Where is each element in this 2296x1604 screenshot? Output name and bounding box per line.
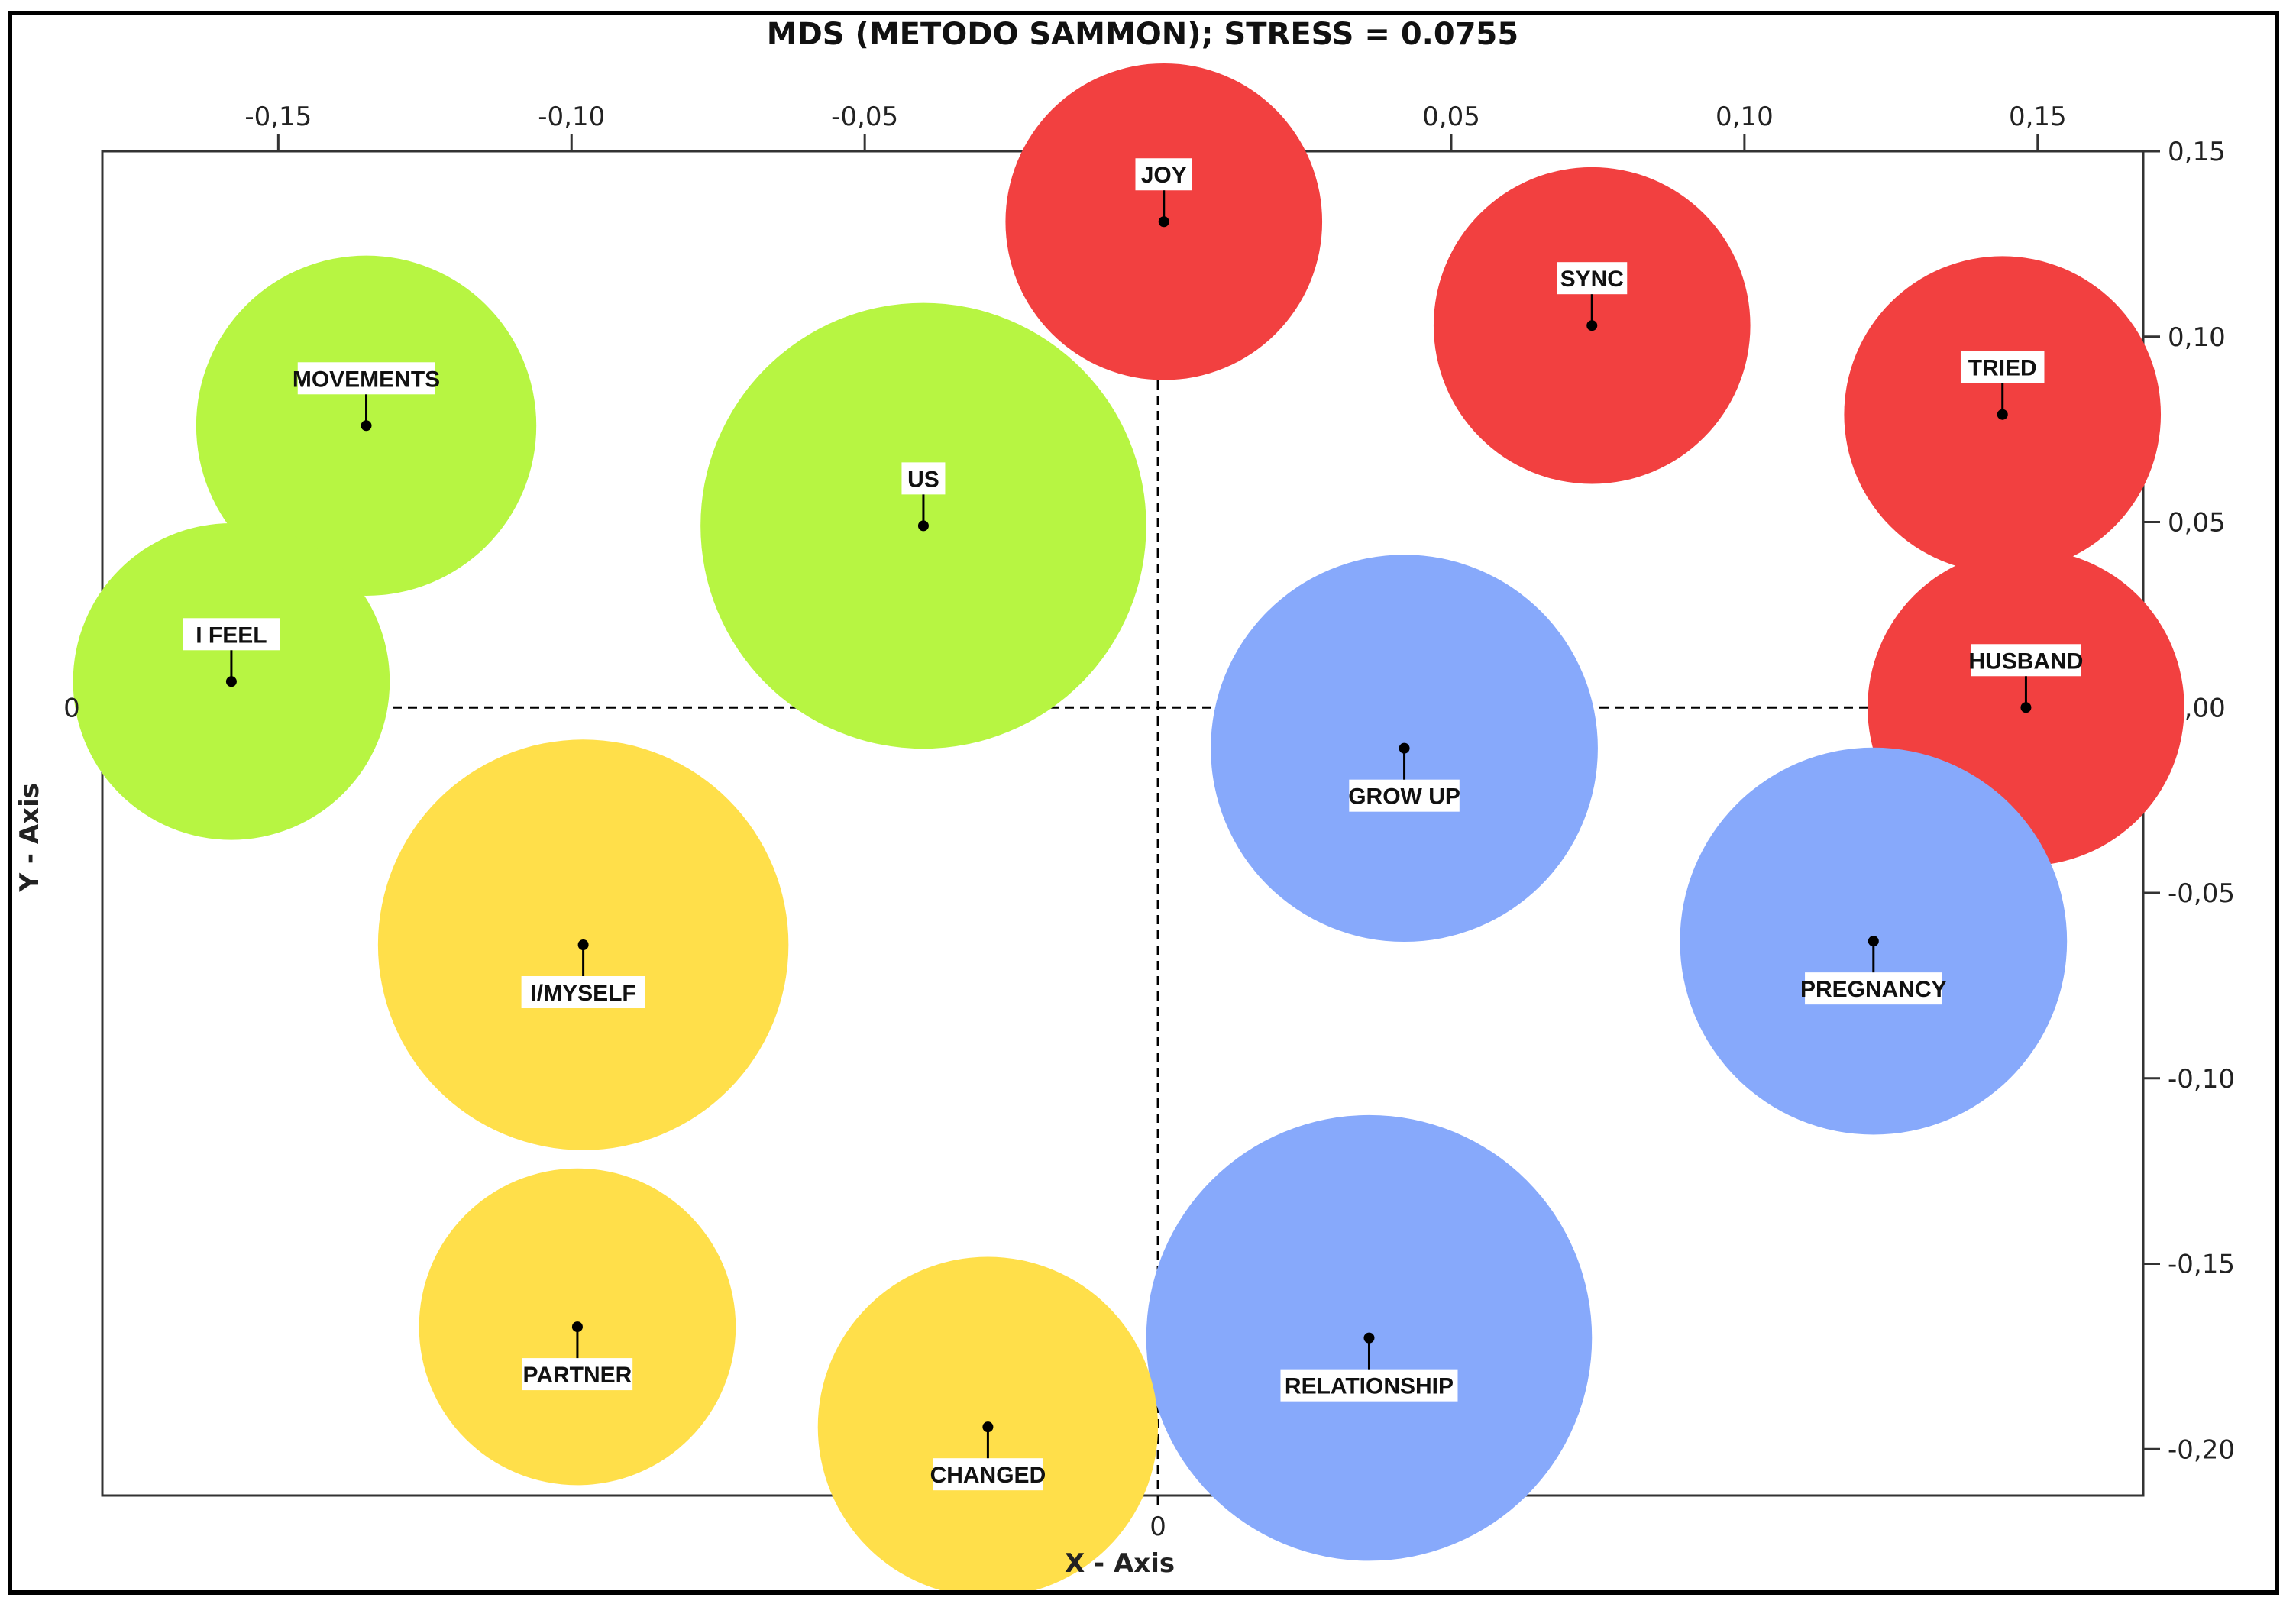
point-label-husband: HUSBAND <box>1968 648 2083 674</box>
label-group-relationship: RELATIONSHIP <box>1280 1332 1458 1402</box>
x-tick-label: 0,05 <box>1422 102 1480 132</box>
point-label-joy: JOY <box>1141 163 1187 188</box>
point-marker-grow-up <box>1399 742 1410 754</box>
point-marker-movements <box>361 420 372 432</box>
point-marker-relationship <box>1363 1332 1375 1344</box>
label-group-joy: JOY <box>1135 158 1192 228</box>
point-label-relationship: RELATIONSHIP <box>1285 1374 1454 1399</box>
y-tick-label: 0,10 <box>2168 322 2226 353</box>
x-tick-label: -0,05 <box>831 102 898 132</box>
y-tick-label: 0,15 <box>2168 137 2226 167</box>
chart-frame: MDS (METODO SAMMON); STRESS = 0.0755 -0,… <box>8 11 2279 1595</box>
y-tick-label: -0,20 <box>2168 1434 2235 1465</box>
label-box-i-feel <box>183 618 280 651</box>
label-box-grow-up <box>1349 779 1460 812</box>
point-label-pregnancy: PREGNANCY <box>1800 977 1947 1002</box>
bubbles-layer <box>73 63 2184 1590</box>
label-box-pregnancy <box>1805 972 1942 1005</box>
point-label-tried: TRIED <box>1968 356 2037 381</box>
mds-scatter-chart: MDS (METODO SAMMON); STRESS = 0.0755 -0,… <box>15 17 2235 1590</box>
label-box-husband <box>1971 644 2081 677</box>
label-group-grow-up: GROW UP <box>1348 742 1460 812</box>
label-group-tried: TRIED <box>1960 351 2045 420</box>
y-axis-ticks: 0,150,100,050,00-0,05-0,10-0,15-0,20 <box>2143 137 2235 1465</box>
point-marker-i-myself <box>577 939 589 951</box>
label-group-pregnancy: PREGNANCY <box>1800 936 1947 1005</box>
label-group-i-myself: I/MYSELF <box>521 939 645 1009</box>
y-tick-label: -0,10 <box>2168 1064 2235 1095</box>
x-tick-label: -0,15 <box>244 102 312 132</box>
label-group-sync: SYNC <box>1557 262 1628 331</box>
y-axis-title: Y - Axis <box>15 783 45 893</box>
y-tick-label: -0,15 <box>2168 1250 2235 1280</box>
y-tick-label: -0,05 <box>2168 878 2235 909</box>
point-label-us: US <box>907 467 939 492</box>
x-axis-title: X - Axis <box>1065 1548 1175 1579</box>
labels-layer: JOY SYNC TRIED HUSBAND MOVEMENTS US I FEEL GROW… <box>183 158 2083 1491</box>
point-marker-partner <box>571 1321 583 1333</box>
point-label-movements: MOVEMENTS <box>293 367 440 392</box>
point-marker-i-feel <box>225 676 237 687</box>
point-marker-changed <box>982 1421 994 1433</box>
point-marker-joy <box>1158 216 1169 228</box>
point-label-i-feel: I FEEL <box>196 623 267 648</box>
origin-x-label: 0 <box>1150 1512 1166 1542</box>
point-label-partner: PARTNER <box>523 1363 632 1388</box>
point-label-sync: SYNC <box>1560 267 1624 292</box>
origin-y-label: 0 <box>63 693 80 723</box>
label-box-us <box>901 462 946 495</box>
x-tick-label: -0,10 <box>538 102 605 132</box>
y-tick-label: 0,05 <box>2168 508 2226 538</box>
label-box-partner <box>522 1358 633 1391</box>
label-box-changed <box>933 1458 1043 1491</box>
point-marker-sync <box>1586 320 1598 331</box>
label-box-i-myself <box>521 976 645 1009</box>
point-label-grow-up: GROW UP <box>1348 784 1460 810</box>
label-group-us: US <box>901 462 946 532</box>
point-label-i-myself: I/MYSELF <box>530 981 635 1006</box>
point-marker-husband <box>2020 702 2032 713</box>
point-marker-pregnancy <box>1868 936 1879 947</box>
label-box-tried <box>1960 351 2045 383</box>
x-tick-label: 0,10 <box>1716 102 1774 132</box>
x-tick-label: 0,15 <box>2009 102 2067 132</box>
point-marker-us <box>917 520 929 532</box>
point-label-changed: CHANGED <box>930 1463 1046 1488</box>
label-group-husband: HUSBAND <box>1968 644 2083 713</box>
point-marker-tried <box>1997 409 2008 420</box>
label-box-joy <box>1135 158 1192 191</box>
label-group-partner: PARTNER <box>522 1321 633 1391</box>
chart-title: MDS (METODO SAMMON); STRESS = 0.0755 <box>767 17 1518 52</box>
label-group-movements: MOVEMENTS <box>293 362 440 432</box>
label-box-relationship <box>1280 1369 1458 1402</box>
label-box-sync <box>1557 262 1628 295</box>
label-group-i-feel: I FEEL <box>183 618 280 687</box>
label-group-changed: CHANGED <box>930 1421 1046 1491</box>
label-box-movements <box>297 362 435 395</box>
